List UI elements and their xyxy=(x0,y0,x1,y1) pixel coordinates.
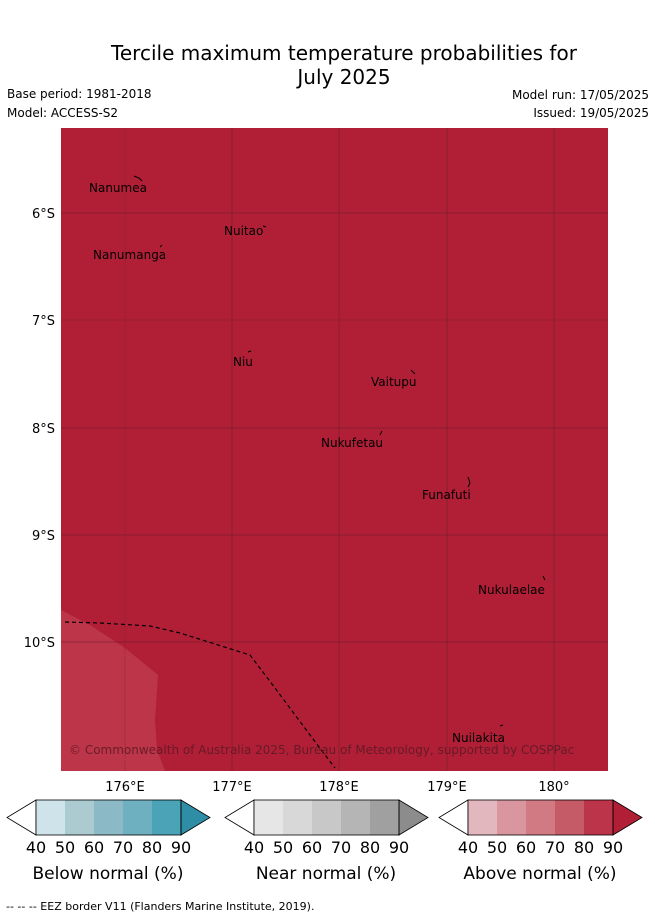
island-vaitupu xyxy=(410,369,416,375)
colorbars xyxy=(6,799,643,836)
probability-field xyxy=(61,128,608,771)
island-nuitao xyxy=(262,225,267,228)
colorbar-tick-label: 40 xyxy=(457,838,479,857)
place-label-nuitao: Nuitao xyxy=(224,224,263,238)
place-label-niu: Niu xyxy=(233,355,253,369)
colorbar-segment xyxy=(65,800,94,835)
colorbar-segment xyxy=(123,800,152,835)
colorbar-tick-label: 90 xyxy=(388,838,410,857)
colorbar-title: Above normal (%) xyxy=(463,864,617,884)
place-label-nanumanga: Nanumanga xyxy=(93,248,166,262)
y-axis-label: 9°S xyxy=(32,529,55,544)
colorbar-tick-label: 40 xyxy=(243,838,265,857)
title-line-1: Tercile maximum temperature probabilitie… xyxy=(111,41,577,65)
colorbar-tick-label: 70 xyxy=(330,838,352,857)
colorbar-segment xyxy=(555,800,584,835)
colorbar-tick-label: 80 xyxy=(573,838,595,857)
island-nanumanga xyxy=(159,244,163,248)
model-text: Model: ACCESS-S2 xyxy=(7,106,119,120)
colorbar-segment xyxy=(283,800,312,835)
x-axis-label: 176°E xyxy=(105,780,145,795)
y-axis-label: 7°S xyxy=(32,314,55,329)
colorbar-segment xyxy=(370,800,399,835)
colorbar-under-arrow xyxy=(438,799,469,836)
place-label-funafuti: Funafuti xyxy=(422,488,471,502)
eez-border xyxy=(64,621,336,769)
island-nanumea xyxy=(133,175,143,182)
place-label-nanumea: Nanumea xyxy=(89,181,147,195)
colorbar-segment xyxy=(341,800,370,835)
colorbar-outline xyxy=(467,799,614,836)
colorbar-tick-label: 80 xyxy=(141,838,163,857)
colorbar-tick-label: 60 xyxy=(515,838,537,857)
colorbar-tick-label: 70 xyxy=(544,838,566,857)
colorbar-tick-label: 60 xyxy=(83,838,105,857)
colorbar-outline xyxy=(253,799,400,836)
issued-text: Issued: 19/05/2025 xyxy=(533,106,649,120)
place-label-nuilakita: Nuilakita xyxy=(452,731,505,745)
x-axis-label: 179°E xyxy=(427,780,467,795)
gridlines xyxy=(61,128,608,771)
colorbar-title: Near normal (%) xyxy=(255,864,397,884)
island-funafuti xyxy=(467,476,471,488)
x-axis-label: 178°E xyxy=(319,780,359,795)
colorbar-segment xyxy=(94,800,123,835)
colorbar-tick-label: 50 xyxy=(54,838,76,857)
island-nuilakita xyxy=(499,724,504,727)
colorbar-segment xyxy=(152,800,181,835)
eez-footer-note: -- -- -- EEZ border V11 (Flanders Marine… xyxy=(6,900,315,913)
lower-probability-region xyxy=(61,610,165,771)
title-line-2: July 2025 xyxy=(297,65,391,89)
colorbar-over-arrow xyxy=(612,799,643,836)
colorbar-segment xyxy=(312,800,341,835)
colorbar-segment xyxy=(584,800,613,835)
colorbar-segment xyxy=(468,800,497,835)
island-nukulaelae xyxy=(542,575,546,581)
x-axis-label: 180° xyxy=(538,780,569,795)
y-axis-label: 10°S xyxy=(24,636,55,651)
island-niu xyxy=(247,350,252,353)
place-label-vaitupu: Vaitupu xyxy=(371,375,417,389)
colorbar-tick-label: 40 xyxy=(25,838,47,857)
colorbar-under-arrow xyxy=(6,799,37,836)
base-period-text: Base period: 1981-2018 xyxy=(7,87,152,101)
colorbar-tick-label: 80 xyxy=(359,838,381,857)
colorbar-tick-label: 70 xyxy=(112,838,134,857)
colorbar-tick-label: 90 xyxy=(170,838,192,857)
colorbar-tick-label: 60 xyxy=(301,838,323,857)
colorbar-segment xyxy=(497,800,526,835)
colorbar-segment xyxy=(36,800,65,835)
colorbar-over-arrow xyxy=(398,799,429,836)
y-axis-label: 6°S xyxy=(32,207,55,222)
place-label-nukulaelae: Nukulaelae xyxy=(478,583,545,597)
island-nukufetau xyxy=(379,430,383,436)
x-axis-label: 177°E xyxy=(212,780,252,795)
colorbar-tick-label: 90 xyxy=(602,838,624,857)
colorbar-outline xyxy=(35,799,182,836)
colorbar-under-arrow xyxy=(224,799,255,836)
colorbar-tick-label: 50 xyxy=(486,838,508,857)
map-title: Tercile maximum temperature probabilitie… xyxy=(0,41,655,89)
colorbar-over-arrow xyxy=(180,799,211,836)
colorbar-segment xyxy=(254,800,283,835)
place-label-nukufetau: Nukufetau xyxy=(321,436,383,450)
colorbar-tick-label: 50 xyxy=(272,838,294,857)
model-run-text: Model run: 17/05/2025 xyxy=(511,88,649,102)
copyright-text: © Commonwealth of Australia 2025, Bureau… xyxy=(69,743,574,757)
y-axis-label: 8°S xyxy=(32,422,55,437)
colorbar-segment xyxy=(526,800,555,835)
colorbar-title: Below normal (%) xyxy=(32,864,184,884)
islands xyxy=(133,175,546,727)
